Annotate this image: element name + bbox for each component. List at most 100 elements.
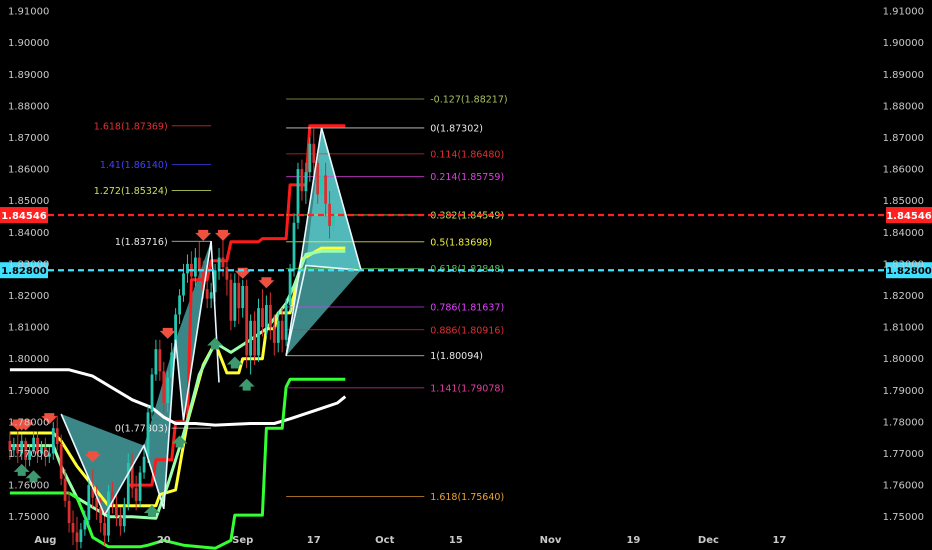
fibonacci-layer: -0.127(1.88217) 0(1.87302) 0.114(1.86480) 0… (94, 95, 508, 503)
x-tick-label: 19 (626, 535, 640, 546)
price-badge-right-text: 1.84546 (886, 211, 932, 222)
candle-body (16, 444, 20, 454)
y-tick-left: 1.89000 (8, 70, 49, 81)
y-tick-right: 1.91000 (883, 7, 924, 18)
candle-body (55, 428, 59, 444)
sell-arrow-icon (41, 413, 58, 425)
y-tick-left: 1.77000 (8, 449, 49, 460)
y-tick-left: 1.83000 (8, 259, 49, 270)
indicator-line (9, 368, 347, 427)
candle-body (304, 172, 308, 192)
candle-body (48, 453, 51, 457)
harmonic-pattern-fill (61, 414, 145, 516)
x-tick-label: Oct (375, 535, 394, 546)
y-tick-right: 1.84000 (883, 228, 924, 239)
candle-body (217, 257, 221, 271)
y-tick-left: 1.75000 (8, 512, 49, 523)
candle-body (158, 349, 162, 372)
x-tick-label: Sep (232, 535, 253, 546)
candle-body (332, 213, 335, 226)
candle-body (115, 504, 118, 517)
x-tick-label: 20 (157, 535, 171, 546)
candle-body (280, 320, 284, 340)
candle-body (122, 504, 126, 527)
fib-level-label: 0.618(1.82848) (430, 264, 504, 275)
candle-body (300, 169, 304, 192)
candle-body (75, 532, 79, 542)
price-badge-right (886, 262, 932, 279)
price-badge-left (0, 262, 48, 279)
fib-level-label: 1.41(1.86140) (100, 160, 168, 171)
candle-body (28, 450, 31, 460)
y-tick-left: 1.86000 (8, 165, 49, 176)
y-tick-right: 1.75000 (883, 512, 924, 523)
candle-body (213, 270, 217, 293)
candle-body (182, 273, 185, 296)
price-lines-layer: 1.84546 1.84546 1.82800 1.82800 (0, 207, 932, 279)
price-badge-right-text: 1.82800 (886, 266, 932, 277)
candle-body (253, 320, 256, 356)
y-tick-left: 1.78000 (8, 417, 49, 428)
candle-body (79, 529, 83, 542)
candle-body (119, 516, 122, 527)
y-tick-left: 1.90000 (8, 38, 49, 49)
candle-body (63, 478, 67, 501)
candle-body (296, 169, 300, 223)
fib-level-label: 0.214(1.85759) (430, 172, 504, 183)
candle-body (87, 485, 91, 520)
fib-level-label: 1.272(1.85324) (94, 186, 168, 197)
y-tick-right: 1.81000 (883, 323, 924, 334)
y-tick-right: 1.78000 (883, 417, 924, 428)
y-tick-left: 1.81000 (8, 323, 49, 334)
candle-body (276, 320, 280, 343)
y-tick-right: 1.76000 (883, 481, 924, 492)
candle-body (138, 472, 142, 501)
buy-arrow-icon (226, 356, 243, 369)
candle-body (44, 447, 47, 457)
candle-body (241, 286, 245, 309)
buy-arrow-icon (143, 504, 160, 517)
y-tick-right: 1.87000 (883, 133, 924, 144)
candle-body (284, 305, 288, 340)
fib-level-label: 0(1.77803) (115, 424, 168, 435)
candle-body (59, 444, 63, 479)
candle-body (170, 352, 174, 378)
sell-arrow-icon (159, 327, 176, 339)
fib-level-label: 1.618(1.75640) (430, 492, 504, 503)
candle-body (32, 437, 35, 451)
candle-body (67, 500, 71, 523)
x-tick-label: Aug (34, 535, 56, 546)
y-tick-left: 1.88000 (8, 101, 49, 112)
price-badge-left-text: 1.82800 (1, 266, 47, 277)
y-tick-left: 1.87000 (8, 133, 49, 144)
candle-body (292, 222, 296, 271)
candles-layer (8, 127, 335, 550)
candle-body (20, 440, 24, 454)
candle-body (269, 305, 272, 328)
fib-level-label: 1.618(1.87369) (94, 121, 168, 132)
y-tick-left: 1.79000 (8, 386, 49, 397)
candle-body (205, 289, 209, 299)
price-badge-left (0, 207, 48, 224)
candle-body (154, 349, 158, 375)
fib-level-label: 0.886(1.80916) (430, 325, 504, 336)
y-tick-right: 1.80000 (883, 354, 924, 365)
y-tick-right: 1.88000 (883, 101, 924, 112)
candle-body (146, 412, 150, 457)
candle-body (174, 314, 177, 353)
fib-level-label: 0.5(1.83698) (430, 237, 492, 248)
candle-body (257, 308, 260, 356)
candle-body (245, 286, 249, 356)
candle-body (261, 308, 264, 328)
price-badge-right (886, 207, 932, 224)
fib-level-label: 1.141(1.79078) (430, 383, 504, 394)
candle-body (320, 175, 324, 195)
candle-body (178, 295, 181, 315)
signals-layer (9, 229, 275, 517)
x-tick-label: 15 (449, 535, 463, 546)
indicator-line (9, 249, 346, 520)
sell-arrow-icon (258, 277, 275, 289)
fib-level-label: 0.382(1.84549) (430, 210, 504, 221)
x-tick-label: 17 (772, 535, 786, 546)
